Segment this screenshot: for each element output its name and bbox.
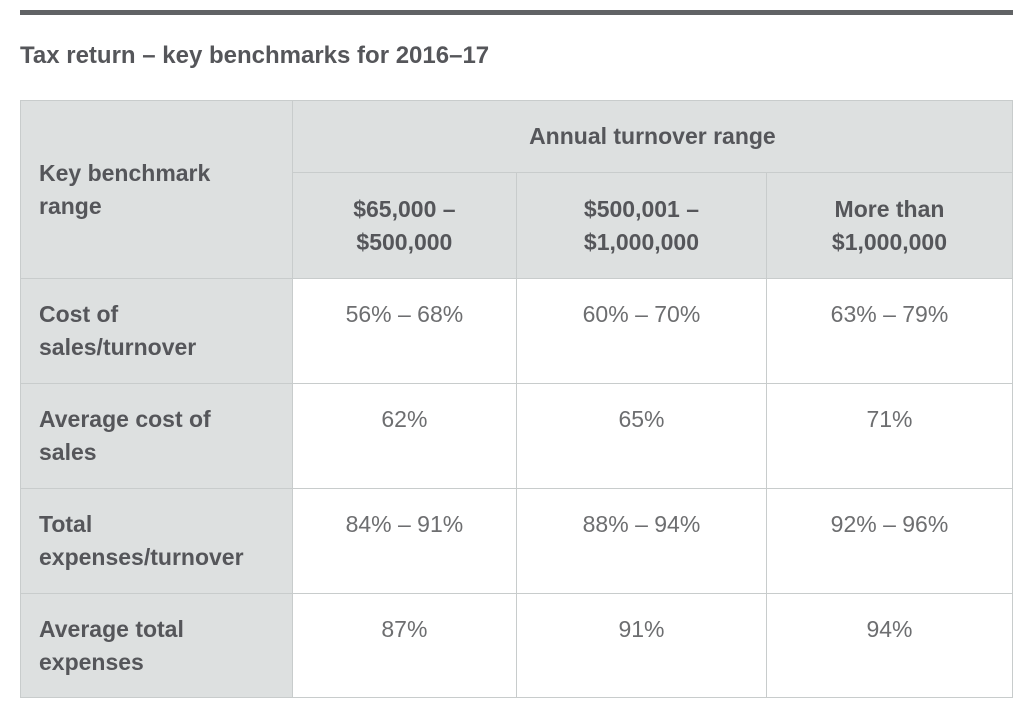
page: Tax return – key benchmarks for 2016–17 … [20, 10, 1014, 699]
table-row: Cost of sales/turnover 56% – 68% 60% – 7… [20, 278, 1014, 385]
value-cell: 71% [765, 383, 1014, 489]
column-header-cell: $65,000 – $500,000 [291, 171, 517, 280]
benchmarks-table: Key benchmark range Annual turnover rang… [20, 99, 1014, 699]
value-cell: 84% – 91% [291, 487, 517, 594]
value-cell: 88% – 94% [515, 487, 767, 594]
page-title: Tax return – key benchmarks for 2016–17 [20, 42, 490, 69]
value-cell: 56% – 68% [291, 278, 517, 385]
table-row: Total expenses/turnover 84% – 91% 88% – … [20, 487, 1014, 594]
row-label-cell: Cost of sales/turnover [20, 278, 293, 385]
value-cell: 87% [291, 592, 517, 699]
column-group-title-cell: Annual turnover range [291, 99, 1014, 173]
row-label-cell: Average total expenses [20, 592, 293, 699]
column-header-cell: $500,001 – $1,000,000 [515, 171, 767, 280]
value-cell: 91% [515, 592, 767, 699]
value-cell: 94% [765, 592, 1014, 699]
value-cell: 92% – 96% [765, 487, 1014, 594]
table-header-row-columns: $65,000 – $500,000 $500,001 – $1,000,000… [21, 171, 1014, 280]
value-cell: 63% – 79% [765, 278, 1014, 385]
row-label-cell: Total expenses/turnover [20, 487, 293, 594]
table-header-row-group: Key benchmark range Annual turnover rang… [20, 99, 1014, 280]
column-header-cell: More than $1,000,000 [765, 171, 1014, 280]
table-row: Average total expenses 87% 91% 94% [20, 592, 1014, 699]
accent-bar [20, 10, 1013, 15]
value-cell: 65% [515, 383, 767, 489]
row-label-cell: Average cost of sales [20, 383, 293, 489]
value-cell: 60% – 70% [515, 278, 767, 385]
row-header-title-cell: Key benchmark range [20, 99, 293, 280]
value-cell: 62% [291, 383, 517, 489]
table-row: Average cost of sales 62% 65% 71% [20, 383, 1014, 489]
